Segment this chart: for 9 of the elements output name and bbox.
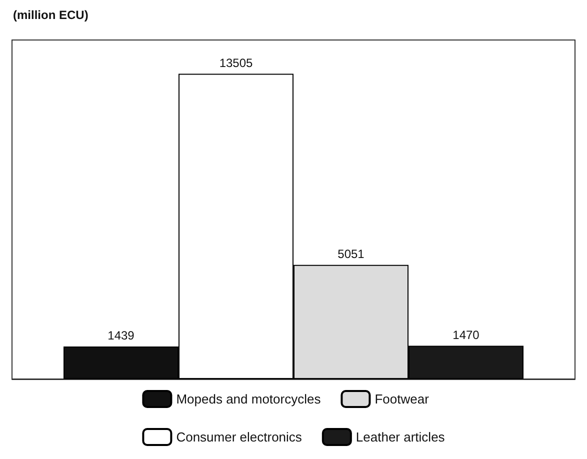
- data-label: 1439: [108, 328, 135, 342]
- data-label: 5051: [338, 246, 365, 261]
- data-label: 13505: [219, 56, 254, 70]
- y-axis-title: (million ECU): [13, 8, 88, 22]
- legend-label: Mopeds and motorcycles: [176, 392, 322, 406]
- data-label: 1470: [452, 328, 480, 342]
- legend-label: Footwear: [374, 392, 430, 406]
- legend-label: Consumer electronics: [176, 430, 302, 444]
- legend-label: Leather articles: [356, 430, 446, 444]
